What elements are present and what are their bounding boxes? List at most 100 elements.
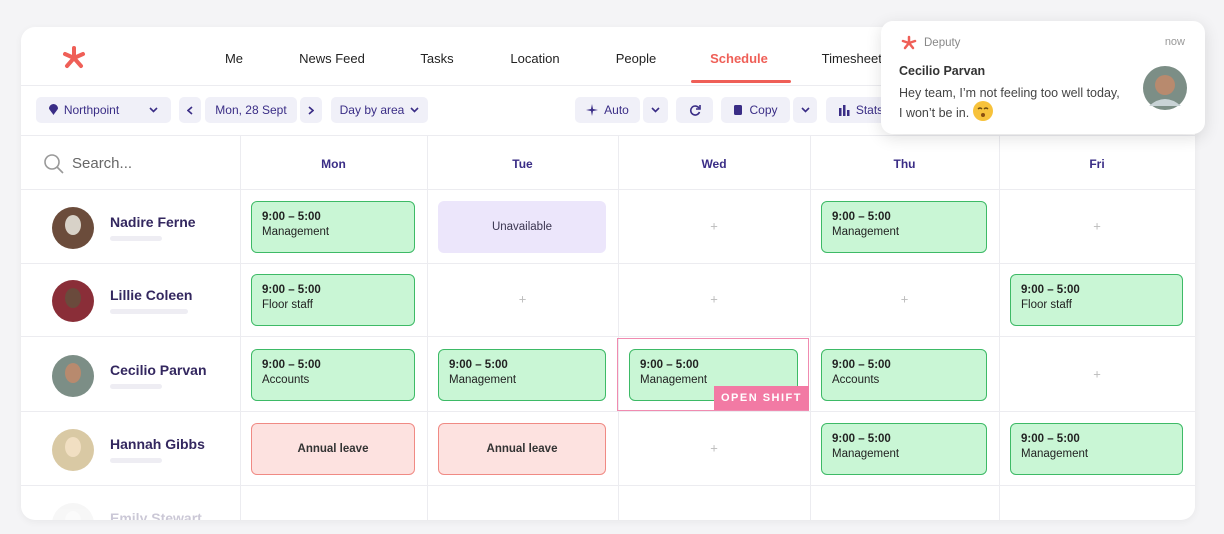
shift-block[interactable]: 9:00 – 5:00 Floor staff [1010,274,1183,326]
avatar [52,355,94,397]
nav-item[interactable]: News Feed [299,51,365,66]
shift-block[interactable]: 9:00 – 5:00 Accounts [821,349,987,401]
date-picker[interactable]: Mon, 28 Sept [205,97,297,123]
shift-role: Floor staff [1021,299,1072,311]
shift-time: 9:00 – 5:00 [1021,433,1080,445]
shift-block[interactable]: 9:00 – 5:00 Management [821,201,987,253]
copy-menu[interactable] [793,97,817,123]
avatar [52,429,94,471]
column-divider [427,135,428,520]
shift-role: Management [262,226,330,238]
avatar-face [65,215,81,235]
avatar-face [65,437,81,457]
avatar [52,280,94,322]
day-header: Tue [512,157,533,171]
name-placeholder [110,236,162,241]
row-divider [21,411,1195,412]
shift-block[interactable]: 9:00 – 5:00 Floor staff [251,274,415,326]
status-block[interactable]: Annual leave [438,423,606,475]
employee-name[interactable]: Hannah Gibbs [110,436,205,452]
status-block[interactable]: Annual leave [251,423,415,475]
employee-name[interactable]: Lillie Coleen [110,287,193,303]
notification[interactable]: Deputy now Cecilio Parvan Hey team, I’m … [881,21,1205,134]
timestamp: now [1164,36,1185,48]
shift-role: Management [1021,448,1089,460]
shift-block[interactable]: 9:00 – 5:00 Management [1010,423,1183,475]
row-divider [21,263,1195,264]
employee-name[interactable]: Cecilio Parvan [110,362,207,378]
employee-name[interactable]: Emily Stewart [110,510,202,520]
location-select[interactable]: Northpoint [36,97,171,123]
refresh-button[interactable] [676,97,713,123]
logo[interactable] [61,45,87,71]
nav-item[interactable]: Timesheets [821,51,889,66]
shift-time: 9:00 – 5:00 [640,359,699,371]
search-input[interactable]: Search... [72,155,133,172]
prev-day[interactable] [179,97,201,123]
app-name: Deputy [924,37,961,49]
view-select-label: Day by area [339,103,405,117]
emoji [973,101,993,121]
app-icon [901,35,917,50]
avatar-face [65,511,81,520]
nav-item[interactable]: Schedule [710,51,768,66]
column-divider [618,135,619,520]
status-block[interactable]: Unavailable [438,201,606,253]
shift-time: 9:00 – 5:00 [262,211,321,223]
shift-block[interactable]: 9:00 – 5:00 Management [251,201,415,253]
shift-role: Management [640,374,708,386]
add-shift[interactable]: + [1093,366,1101,382]
shift-role: Management [449,374,517,386]
add-shift[interactable]: + [1093,218,1101,234]
name-placeholder [110,384,162,389]
add-shift[interactable]: + [710,218,718,234]
shift-block[interactable]: 9:00 – 5:00 Management [821,423,987,475]
view-select[interactable]: Day by area [331,97,428,123]
employee-name[interactable]: Nadire Ferne [110,214,196,230]
nav-item[interactable]: Tasks [420,51,454,66]
nav-item[interactable]: Me [224,51,244,66]
open-shift-outline [617,338,809,411]
auto-button-label: Auto [604,103,629,117]
row-divider [21,336,1195,337]
shift-block[interactable]: 9:00 – 5:00 Management [629,349,798,401]
avatar [52,503,94,520]
add-shift[interactable]: + [710,440,718,456]
auto-menu[interactable] [643,97,668,123]
header-divider [21,189,1195,190]
add-shift[interactable]: + [518,291,527,307]
day-header: Mon [321,157,346,171]
auto-button[interactable]: Auto [575,97,640,123]
add-shift[interactable]: + [900,291,909,307]
shift-time: 9:00 – 5:00 [832,433,891,445]
message: Hey team, I’m not feeling too well today… [899,86,1120,120]
column-divider [810,135,811,520]
status-label: Annual leave [486,443,558,455]
copy-button[interactable]: Copy [721,97,790,123]
next-day[interactable] [300,97,322,123]
shift-block[interactable]: 9:00 – 5:00 Management [438,349,606,401]
avatar-face [65,363,81,383]
shift-role: Accounts [262,374,310,386]
location-select-label: Northpoint [63,103,120,117]
shift-role: Accounts [832,374,880,386]
add-shift[interactable]: + [710,291,718,307]
day-header: Wed [701,157,727,171]
nav-item[interactable]: Location [510,51,560,66]
shift-time: 9:00 – 5:00 [262,284,321,296]
shift-role: Floor staff [262,299,313,311]
open-shift-badge: OPEN SHIFT [714,386,809,410]
sender-avatar [1143,66,1187,110]
nav-item[interactable]: People [615,51,657,66]
shift-time: 9:00 – 5:00 [832,211,891,223]
nav-divider [21,85,1195,86]
date-picker-label: Mon, 28 Sept [215,103,287,117]
shift-time: 9:00 – 5:00 [832,359,891,371]
active-underline [691,80,791,83]
stats-button-label: Stats [855,103,884,117]
sender: Cecilio Parvan [899,64,986,78]
toolbar-divider [21,135,1195,136]
shift-time: 9:00 – 5:00 [262,359,321,371]
shift-block[interactable]: 9:00 – 5:00 Accounts [251,349,415,401]
